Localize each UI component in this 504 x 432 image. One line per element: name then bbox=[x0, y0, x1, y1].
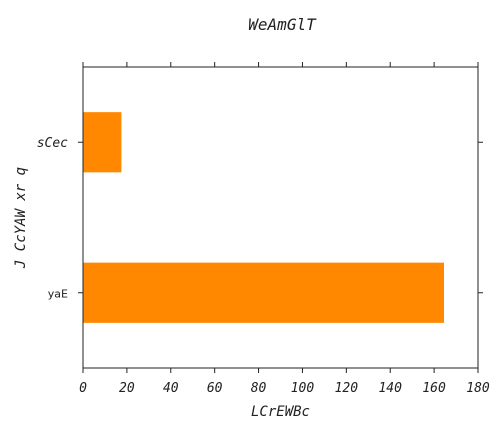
x-tick-label: 100 bbox=[291, 381, 315, 396]
bars-layer bbox=[83, 112, 444, 323]
x-axis-ticks: 0 20 40 60 80 100 120 140 160 180 bbox=[79, 62, 490, 396]
x-tick-label: 0 bbox=[79, 381, 87, 396]
y-axis-ticks: sCec yaE bbox=[37, 136, 483, 300]
x-tick-label: 160 bbox=[422, 381, 446, 396]
x-tick-label: 140 bbox=[378, 381, 402, 396]
y-tick-label: sCec bbox=[37, 136, 68, 151]
x-tick-label: 20 bbox=[119, 381, 135, 396]
y-axis-label: J CcYAW xr q bbox=[13, 167, 29, 269]
bar-sCec bbox=[83, 112, 122, 173]
chart-title: WeAmGlT bbox=[248, 15, 317, 34]
x-tick-label: 40 bbox=[163, 381, 179, 396]
x-tick-label: 180 bbox=[466, 381, 490, 396]
x-tick-label: 80 bbox=[251, 381, 267, 396]
x-tick-label: 60 bbox=[207, 381, 223, 396]
x-axis-label: LCrEWBc bbox=[251, 404, 310, 420]
bar-yaE bbox=[83, 262, 444, 323]
plot-frame bbox=[82, 66, 479, 369]
x-tick-label: 120 bbox=[335, 381, 359, 396]
y-tick-label: yaE bbox=[48, 287, 68, 300]
